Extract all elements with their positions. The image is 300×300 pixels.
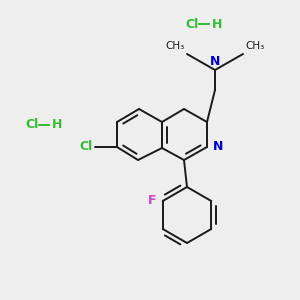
Text: N: N xyxy=(210,55,220,68)
Text: H: H xyxy=(52,118,62,131)
Text: Cl: Cl xyxy=(25,118,38,131)
Text: N: N xyxy=(213,140,224,154)
Text: H: H xyxy=(212,17,222,31)
Text: F: F xyxy=(148,194,157,206)
Text: CH₃: CH₃ xyxy=(166,41,185,51)
Text: Cl: Cl xyxy=(185,17,198,31)
Text: CH₃: CH₃ xyxy=(245,41,264,51)
Text: Cl: Cl xyxy=(80,140,93,154)
